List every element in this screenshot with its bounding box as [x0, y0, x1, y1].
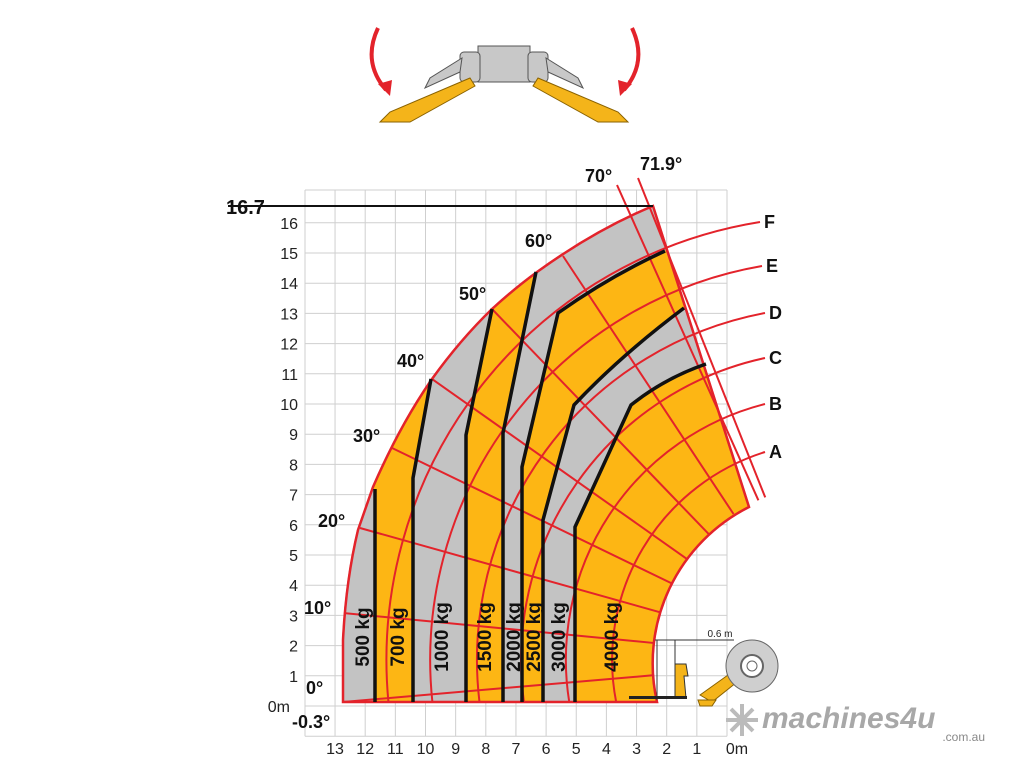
y-tick-label: 16	[280, 216, 298, 233]
load-label: 3000 kg	[549, 602, 570, 672]
curve-label: E	[766, 256, 778, 276]
load-label: 700 kg	[388, 607, 409, 666]
reach-curve-d	[475, 312, 766, 703]
boundary-2500-3000	[541, 306, 686, 702]
boundary-1000-1500	[464, 308, 494, 702]
angle-label: 40°	[397, 351, 424, 371]
snowflake-logo-icon	[726, 704, 758, 736]
angle-label: 50°	[459, 284, 486, 304]
y-tick-label: 6	[289, 518, 298, 535]
boundary-3000-4000	[573, 362, 707, 702]
y-tick-label: 3	[289, 608, 298, 625]
y-tick-label: 9	[289, 427, 298, 444]
fork-illustration: 0.6 m	[629, 629, 734, 700]
angle-line	[359, 527, 662, 614]
load-label: 4000 kg	[602, 602, 623, 672]
boundary-2000-2500	[520, 249, 666, 702]
load-labels: 500 kg 700 kg 1000 kg 1500 kg 2000 kg 25…	[353, 602, 623, 672]
x-tick-label: 2	[662, 741, 671, 758]
load-boundaries	[373, 249, 707, 702]
x-tick-label: 11	[387, 741, 404, 758]
telehandler-front-illustration	[697, 639, 779, 707]
min-angle-label: -0.3°	[292, 712, 330, 732]
red-arrow-right-icon	[622, 27, 641, 92]
load-label: 1500 kg	[475, 602, 496, 672]
max-height-label: 16.7	[226, 197, 265, 219]
angle-label: 10°	[304, 598, 331, 618]
y-tick-label: 13	[280, 306, 298, 323]
angle-label: 70°	[585, 166, 612, 186]
logo-domain: .com.au	[942, 730, 985, 744]
y-tick-label: 4	[289, 578, 298, 595]
angle-line	[343, 674, 656, 702]
angle-label: 0°	[306, 678, 323, 698]
y-tick-label: 12	[280, 337, 298, 354]
machines4u-logo: machines4u .com.au	[726, 702, 985, 744]
x-tick-label: 5	[572, 741, 581, 758]
y-tick-label: 11	[281, 367, 298, 384]
x-tick-label: 4	[602, 741, 611, 758]
curve-label: C	[769, 348, 782, 368]
logo-text: machines4u	[762, 702, 935, 735]
reach-curves	[385, 221, 766, 703]
y-tick-label: 0m	[268, 699, 290, 716]
angle-label: 30°	[353, 426, 380, 446]
reach-curve-a	[611, 451, 766, 703]
x-tick-label: 13	[326, 741, 344, 758]
x-tick-label: 10	[417, 741, 435, 758]
curve-label: D	[769, 303, 782, 323]
reach-curve-f	[385, 221, 761, 703]
x-tick-label: 12	[356, 741, 374, 758]
boundary-700-1000	[411, 378, 433, 702]
y-tick-label: 14	[280, 276, 298, 293]
angle-line	[562, 255, 735, 515]
curve-label: A	[769, 442, 782, 462]
fork-offset-label: 0.6 m	[707, 629, 732, 640]
angle-line	[343, 612, 656, 645]
angle-line	[616, 184, 760, 501]
y-tick-label: 2	[289, 639, 298, 656]
angle-label: 71.9°	[640, 154, 682, 174]
load-label: 500 kg	[353, 607, 374, 666]
angle-line	[389, 446, 673, 585]
y-tick-label: 10	[280, 397, 298, 414]
x-tick-label: 6	[542, 741, 551, 758]
angle-label: 20°	[318, 511, 345, 531]
curve-label: B	[769, 394, 782, 414]
x-tick-label: 1	[692, 741, 701, 758]
reach-curve-b	[564, 403, 766, 703]
angle-line	[491, 308, 710, 535]
angle-line	[431, 378, 688, 560]
load-label: 1000 kg	[432, 602, 453, 672]
red-arrow-left-icon	[369, 27, 388, 92]
x-tick-label: 9	[451, 741, 460, 758]
boundary-1500-2000	[501, 271, 538, 702]
angle-line	[637, 177, 767, 498]
x-tick-label: 8	[481, 741, 490, 758]
y-tick-label: 8	[289, 457, 298, 474]
envelope-outline	[341, 204, 751, 704]
x-tick-label: 0m	[726, 741, 748, 758]
x-tick-label: 3	[632, 741, 641, 758]
load-label: 2000 kg	[504, 602, 525, 672]
reach-curve-e	[429, 265, 763, 703]
y-tick-label: 7	[289, 488, 298, 505]
y-tick-label: 15	[280, 246, 298, 263]
y-tick-label: 5	[289, 548, 298, 565]
angle-lines-outside	[616, 177, 767, 501]
angle-label: 60°	[525, 231, 552, 251]
x-tick-label: 7	[511, 741, 520, 758]
curve-label: F	[764, 212, 775, 232]
angle-lines	[343, 255, 735, 702]
load-label: 2500 kg	[524, 602, 545, 672]
zone-2000kg-grey	[503, 206, 700, 702]
stabilizer-illustration	[369, 27, 641, 123]
y-tick-label: 1	[289, 669, 298, 686]
